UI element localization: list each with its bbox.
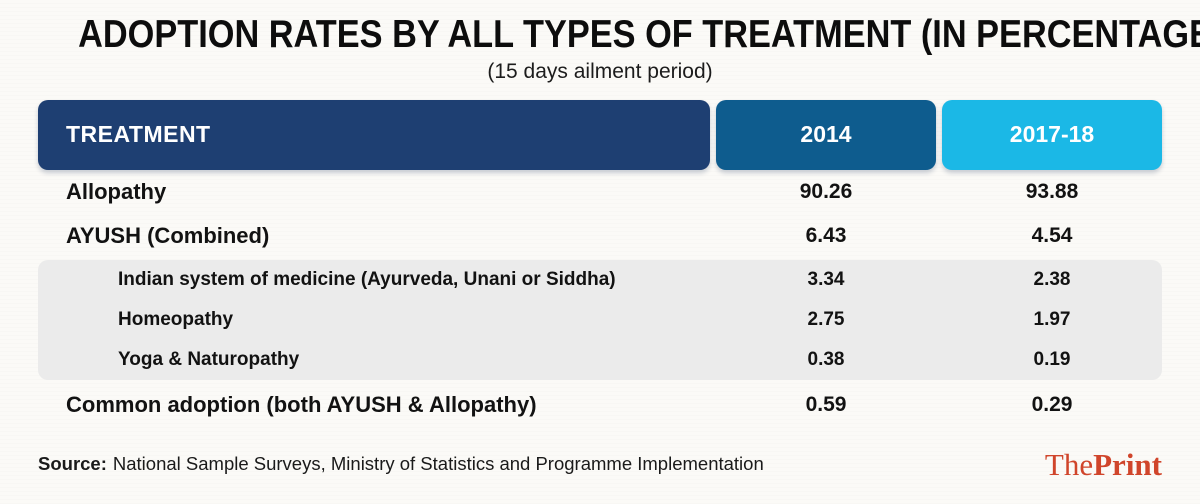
theprint-logo-print: Print	[1093, 446, 1162, 482]
row-label: Common adoption (both AYUSH & Allopathy)	[66, 392, 537, 418]
table-header-row: TREATMENT 2014 2017-18	[38, 99, 1162, 170]
value-2017-18: 2.38	[1033, 268, 1071, 290]
table-row-yoga-naturopathy: Yoga & Naturopathy 0.38 0.19	[38, 340, 1162, 380]
column-header-treatment: TREATMENT	[38, 99, 710, 170]
column-header-2017-18: 2017-18	[942, 99, 1162, 170]
value-2017-18: 1.97	[1033, 308, 1071, 330]
value-2014: 2.75	[807, 308, 845, 330]
row-label: Homeopathy	[118, 308, 234, 330]
table-row-indian-system: Indian system of medicine (Ayurveda, Una…	[38, 260, 1162, 300]
column-header-2014: 2014	[716, 99, 936, 170]
footer: Source: National Sample Surveys, Ministry…	[38, 449, 1162, 480]
table-row-homeopathy: Homeopathy 2.75 1.97	[38, 300, 1162, 340]
row-label: Allopathy	[66, 178, 167, 204]
value-2017-18: 4.54	[1031, 223, 1073, 247]
value-2017-18: 93.88	[1025, 179, 1079, 203]
table-row-ayush-combined: AYUSH (Combined) 6.43 4.54	[38, 214, 1162, 258]
value-2014: 3.34	[807, 268, 845, 290]
title-area: ADOPTION RATES BY ALL TYPES OF TREATMENT…	[0, 0, 1200, 58]
value-2014: 0.38	[807, 348, 845, 370]
source-line: Source: National Sample Surveys, Ministry…	[38, 453, 764, 475]
theprint-logo-the: The	[1044, 446, 1094, 482]
ayush-subcategories-band: Indian system of medicine (Ayurveda, Una…	[38, 259, 1162, 380]
value-2014: 6.43	[805, 223, 847, 247]
value-2017-18: 0.19	[1033, 348, 1071, 370]
source-label: Source:	[38, 453, 107, 475]
source-text: National Sample Surveys, Ministry of Sta…	[112, 453, 764, 475]
theprint-logo: ThePrint	[1045, 449, 1162, 480]
row-label: Indian system of medicine (Ayurveda, Una…	[118, 268, 616, 290]
page-subtitle: (15 days ailment period)	[487, 59, 713, 83]
table-row-common-adoption: Common adoption (both AYUSH & Allopathy)…	[38, 382, 1162, 429]
value-2017-18: 0.29	[1031, 393, 1073, 417]
page-title: ADOPTION RATES BY ALL TYPES OF TREATMENT…	[78, 13, 1200, 56]
row-label: AYUSH (Combined)	[66, 222, 270, 248]
adoption-rates-table: TREATMENT 2014 2017-18 Allopathy 90.26 9…	[38, 99, 1162, 429]
value-2014: 0.59	[805, 393, 847, 417]
row-label: Yoga & Naturopathy	[118, 348, 300, 370]
table-row-allopathy: Allopathy 90.26 93.88	[38, 170, 1162, 214]
value-2014: 90.26	[799, 179, 853, 203]
